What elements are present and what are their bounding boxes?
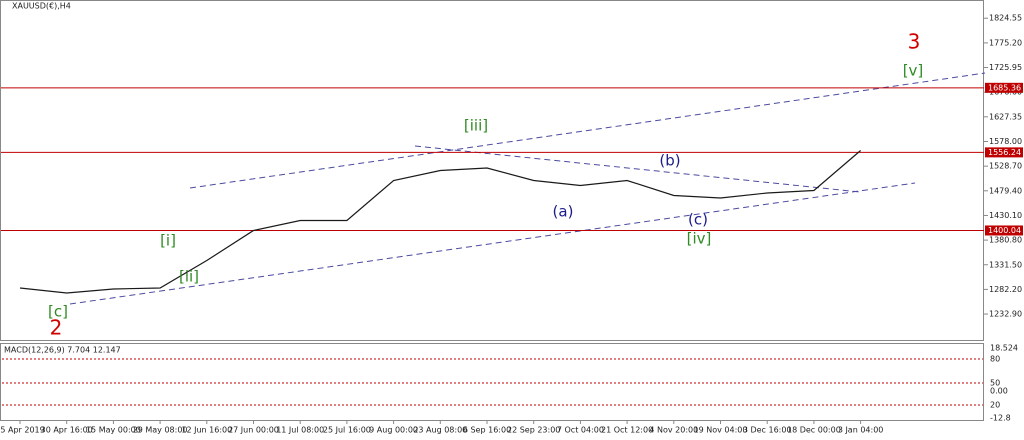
wave-label: [c] (48, 303, 68, 321)
x-tick-label: 4 Nov 20:00 (649, 426, 698, 435)
y-tick-label: 1725.95 (989, 63, 1022, 72)
wave-label: [i] (160, 232, 176, 250)
x-tick-label: 19 Nov 04:00 (694, 426, 748, 435)
indicator-axis-label: -12.8 (990, 414, 1011, 423)
x-tick-label: 15 May 00:00 (86, 426, 141, 435)
x-tick-label: 11 Jul 08:00 (276, 426, 324, 435)
price-level-label: 1400.04 (988, 226, 1021, 235)
y-tick-label: 1380.80 (989, 236, 1022, 245)
indicator-axis-label: 20 (990, 401, 1000, 410)
x-tick-label: 29 May 08:00 (133, 426, 188, 435)
wave-label: (a) (553, 203, 574, 221)
indicator-axis-label: 50 (990, 379, 1000, 388)
price-level-label: 1685.36 (988, 83, 1021, 92)
x-tick-label: 23 Aug 08:00 (413, 426, 467, 435)
main-panel (0, 0, 984, 341)
y-tick-label: 1430.10 (989, 211, 1022, 220)
trend-line (414, 145, 861, 193)
wave-label: [iii] (464, 117, 488, 135)
y-tick-label: 1282.20 (989, 285, 1022, 294)
indicator-axis-label: 0.00 (990, 387, 1008, 396)
y-tick-label: 1578.00 (989, 137, 1022, 146)
wave-label: 2 (50, 316, 63, 340)
trend-line (189, 72, 986, 189)
x-tick-label: 30 Apr 16:00 (41, 426, 93, 435)
y-tick-label: 1528.70 (989, 162, 1022, 171)
indicator-panel (0, 343, 984, 421)
wave-label: [iv] (687, 230, 712, 248)
indicator-axis-label: 80 (990, 355, 1000, 364)
trend-line (69, 182, 916, 305)
x-tick-label: 22 Sep 23:00 (507, 426, 560, 435)
wave-label: [ii] (179, 268, 199, 286)
x-tick-label: 3 Jan 04:00 (838, 426, 884, 435)
x-tick-label: 12 Jun 16:00 (181, 426, 232, 435)
indicator-axis-label: 18.524 (990, 344, 1018, 353)
wave-label: 3 (908, 30, 921, 54)
x-tick-label: 15 Apr 2019 (0, 426, 45, 435)
y-tick-label: 1824.55 (989, 14, 1022, 23)
y-tick-label: 1232.90 (989, 310, 1022, 319)
x-tick-label: 7 Oct 04:00 (557, 426, 604, 435)
y-tick-label: 1627.35 (989, 112, 1022, 121)
x-tick-label: 18 Dec 00:00 (787, 426, 841, 435)
x-tick-label: 25 Jul 16:00 (323, 426, 371, 435)
wave-label: [v] (903, 62, 924, 80)
y-tick-label: 1479.40 (989, 186, 1022, 195)
price-level-label: 1556.24 (988, 148, 1021, 157)
x-tick-label: 6 Sep 16:00 (463, 426, 511, 435)
price-level-tag (985, 225, 1023, 236)
price-line (19, 150, 861, 294)
chart-title: XAUUSD(€),H4 (12, 2, 71, 11)
x-tick-label: 27 Jun 00:00 (228, 426, 279, 435)
indicator-title: MACD(12,26,9) 7.704 12.147 (4, 346, 121, 355)
price-level-tag (985, 82, 1023, 93)
x-tick-label: 9 Aug 00:00 (369, 426, 418, 435)
y-tick-label: 1331.50 (989, 260, 1022, 269)
y-tick-label: 1775.20 (989, 38, 1022, 47)
wave-label: (b) (659, 152, 680, 170)
x-tick-label: 21 Oct 12:00 (601, 426, 653, 435)
x-tick-label: 3 Dec 16:00 (743, 426, 792, 435)
wave-label: (c) (688, 211, 708, 229)
price-level-tag (985, 147, 1023, 158)
